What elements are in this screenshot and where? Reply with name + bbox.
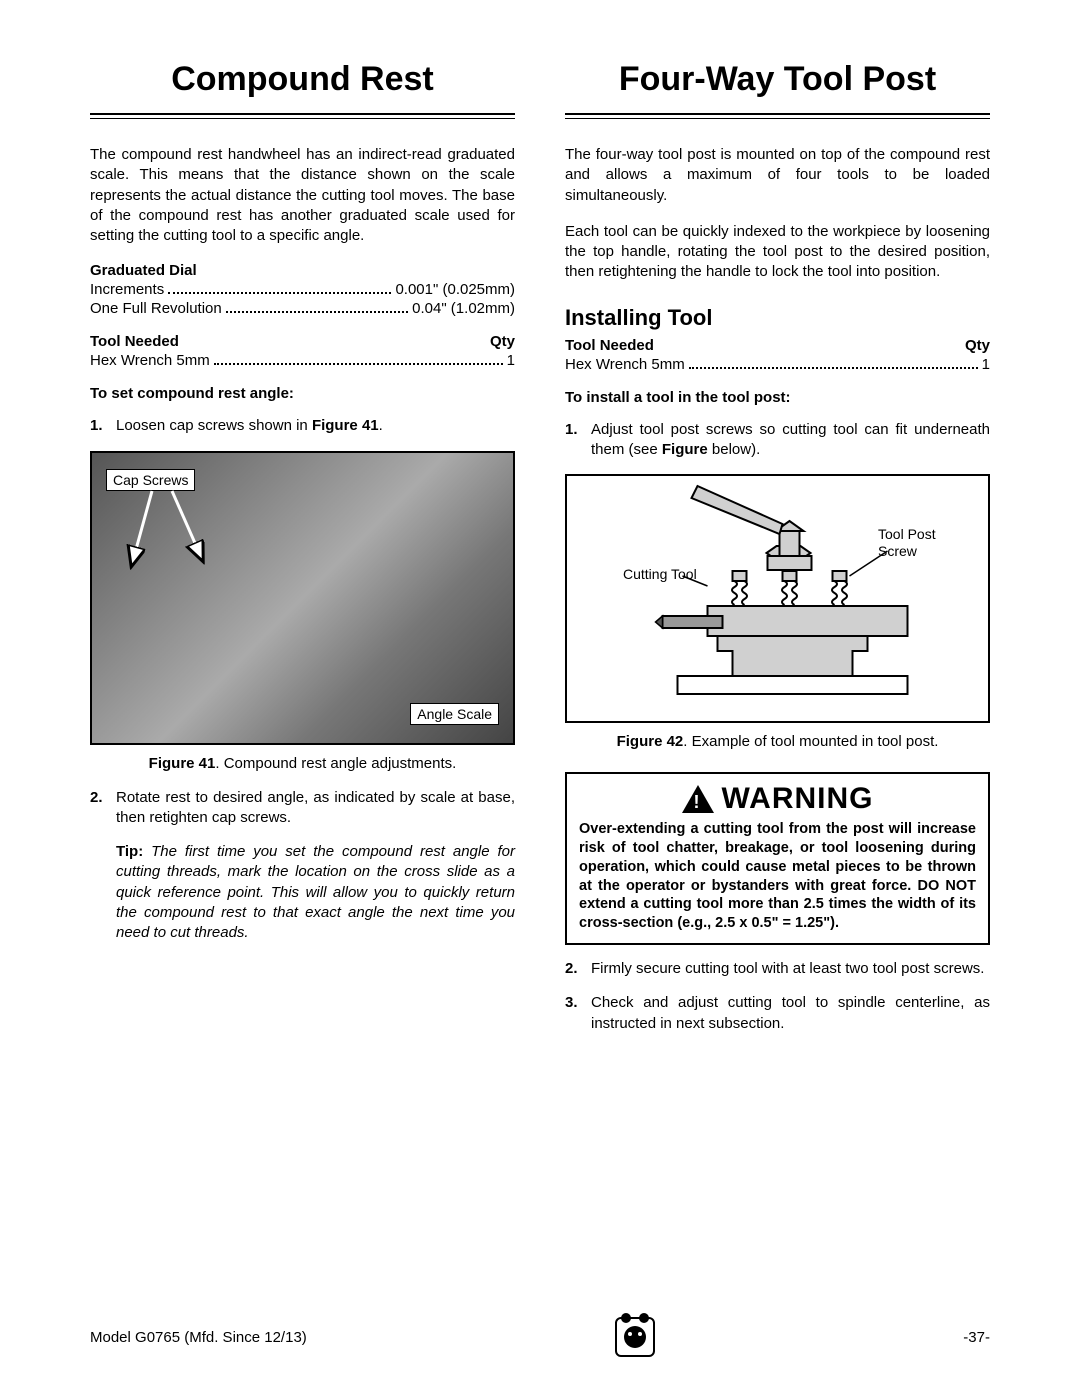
left-title: Compound Rest	[90, 60, 515, 99]
qty-label: Qty	[490, 333, 515, 350]
step-num: 2.	[90, 788, 116, 829]
right-title: Four-Way Tool Post	[565, 60, 990, 99]
figure-42-diagram: Cutting Tool Tool Post Screw	[567, 476, 988, 721]
diag-label-cutting-tool: Cutting Tool	[623, 566, 697, 583]
figure-42-box: Cutting Tool Tool Post Screw	[565, 474, 990, 723]
right-step-3: 3. Check and adjust cutting tool to spin…	[565, 993, 990, 1034]
step-body: Firmly secure cutting tool with at least…	[591, 959, 990, 979]
tool-label: Hex Wrench 5mm	[565, 356, 685, 373]
tool-label: Hex Wrench 5mm	[90, 352, 210, 369]
callout-arrows	[122, 489, 242, 609]
step-body: Adjust tool post screws so cutting tool …	[591, 420, 990, 461]
tool-post-svg	[567, 476, 988, 721]
grad-val: 0.04" (1.02mm)	[412, 300, 515, 317]
grad-label: One Full Revolution	[90, 300, 222, 317]
warning-text: Over-extending a cutting tool from the p…	[579, 820, 976, 933]
dot-leader	[214, 363, 503, 365]
tip-label: Tip:	[116, 843, 143, 860]
warning-title: WARNING	[722, 782, 874, 816]
right-column: Four-Way Tool Post The four-way tool pos…	[565, 60, 990, 1307]
tool-val: 1	[982, 356, 990, 373]
warning-triangle-icon	[682, 785, 714, 813]
warning-header: WARNING	[579, 782, 976, 816]
graduated-dial-head: Graduated Dial	[90, 262, 515, 279]
right-p2: Each tool can be quickly indexed to the …	[565, 222, 990, 283]
callout-cap-screws: Cap Screws	[106, 469, 195, 491]
left-step-2: 2. Rotate rest to desired angle, as indi…	[90, 788, 515, 829]
grad-label: Increments	[90, 281, 164, 298]
right-steps: 1. Adjust tool post screws so cutting to…	[565, 420, 990, 475]
page-footer: Model G0765 (Mfd. Since 12/13) -37-	[90, 1307, 990, 1357]
diag-label-tool-post-screw: Tool Post Screw	[878, 526, 958, 560]
tool-row: Hex Wrench 5mm 1	[565, 356, 990, 373]
grad-row-revolution: One Full Revolution 0.04" (1.02mm)	[90, 300, 515, 317]
title-rule	[90, 113, 515, 119]
set-angle-head: To set compound rest angle:	[90, 385, 515, 402]
figure-41-photo: Cap Screws Angle Scale	[92, 453, 513, 743]
tool-needed-label: Tool Needed	[565, 337, 654, 354]
title-rule	[565, 113, 990, 119]
tool-row: Hex Wrench 5mm 1	[90, 352, 515, 369]
right-p1: The four-way tool post is mounted on top…	[565, 145, 990, 206]
figure-41-caption: Figure 41. Compound rest angle adjustmen…	[90, 755, 515, 772]
callout-angle-scale: Angle Scale	[410, 703, 499, 725]
install-tool-head: To install a tool in the tool post:	[565, 389, 990, 406]
right-step-1: 1. Adjust tool post screws so cutting to…	[565, 420, 990, 461]
tool-needed-header: Tool Needed Qty	[90, 333, 515, 350]
grad-row-increments: Increments 0.001" (0.025mm)	[90, 281, 515, 298]
footer-model: Model G0765 (Mfd. Since 12/13)	[90, 1329, 307, 1346]
figure-41-box: Cap Screws Angle Scale	[90, 451, 515, 745]
step-num: 1.	[90, 416, 116, 436]
dot-leader	[226, 311, 408, 313]
left-steps: 1. Loosen cap screws shown in Figure 41.	[90, 416, 515, 450]
tool-needed-label: Tool Needed	[90, 333, 179, 350]
tip-text: The first time you set the compound rest…	[116, 843, 515, 941]
figure-42-caption: Figure 42. Example of tool mounted in to…	[565, 733, 990, 750]
warning-box: WARNING Over-extending a cutting tool fr…	[565, 772, 990, 945]
page-columns: Compound Rest The compound rest handwhee…	[90, 60, 990, 1307]
step-body: Loosen cap screws shown in Figure 41.	[116, 416, 515, 436]
left-intro: The compound rest handwheel has an indir…	[90, 145, 515, 246]
left-column: Compound Rest The compound rest handwhee…	[90, 60, 515, 1307]
step-num: 1.	[565, 420, 591, 461]
step-body: Rotate rest to desired angle, as indicat…	[116, 788, 515, 829]
left-step-1: 1. Loosen cap screws shown in Figure 41.	[90, 416, 515, 436]
tool-val: 1	[507, 352, 515, 369]
step-num: 2.	[565, 959, 591, 979]
step-body: Check and adjust cutting tool to spindle…	[591, 993, 990, 1034]
right-step-2: 2. Firmly secure cutting tool with at le…	[565, 959, 990, 979]
bear-logo-icon	[615, 1317, 655, 1357]
step-num: 3.	[565, 993, 591, 1034]
qty-label: Qty	[965, 337, 990, 354]
right-steps-2: 2. Firmly secure cutting tool with at le…	[565, 959, 990, 1048]
grad-val: 0.001" (0.025mm)	[395, 281, 515, 298]
dot-leader	[689, 367, 978, 369]
left-steps-2: 2. Rotate rest to desired angle, as indi…	[90, 788, 515, 843]
footer-page: -37-	[963, 1329, 990, 1346]
installing-tool-head: Installing Tool	[565, 305, 990, 331]
tip-block: Tip: The first time you set the compound…	[116, 842, 515, 943]
dot-leader	[168, 292, 391, 294]
tool-needed-header: Tool Needed Qty	[565, 337, 990, 354]
